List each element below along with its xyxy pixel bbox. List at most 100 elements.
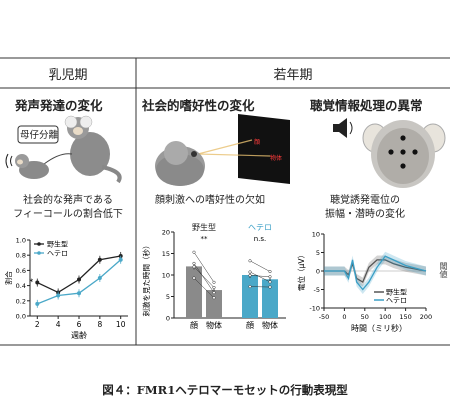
paired-point xyxy=(192,261,196,265)
paired-point xyxy=(248,285,252,289)
paired-point xyxy=(192,265,196,269)
y-tick-label: -10 xyxy=(309,305,320,313)
face-stimulus-label: 顔 xyxy=(254,138,260,146)
data-point xyxy=(77,291,81,296)
y-tick-label: 10 xyxy=(162,272,170,280)
social-caption: 顔刺激への嗜好性の欠如 xyxy=(155,195,265,206)
face-screen-illustration: 顔 物体 xyxy=(155,114,290,186)
group-label: 野生型 xyxy=(192,222,216,232)
x-tick-label: 10 xyxy=(116,320,126,329)
data-point xyxy=(118,257,123,262)
confidence-band xyxy=(324,251,426,294)
paired-point xyxy=(212,285,216,290)
paired-point xyxy=(192,276,196,280)
y-tick-label: 5 xyxy=(166,293,170,301)
paired-line xyxy=(249,271,271,283)
y-tick-label: 0 xyxy=(316,268,320,276)
paired-line xyxy=(249,260,271,272)
legend-label: ヘテロ xyxy=(47,250,68,258)
adolescent-header: 若年期 xyxy=(273,67,313,83)
legend-marker xyxy=(37,242,41,246)
partial-threshold-label: 閾値 xyxy=(439,262,448,278)
paired-line xyxy=(193,277,215,298)
legend-marker xyxy=(37,251,41,255)
y-axis-label: 割合 xyxy=(4,271,13,285)
legend-label: ヘテロ xyxy=(386,297,407,305)
auditory-caption-2: 振幅・潜時の変化 xyxy=(325,209,405,220)
paired-point xyxy=(268,270,272,274)
electrode-dots xyxy=(388,135,418,169)
significance-label: n.s. xyxy=(254,235,267,243)
y-tick-label: 0 xyxy=(166,315,170,323)
x-tick-label: 100 xyxy=(379,313,391,321)
y-tick-label: 1.0 xyxy=(16,237,26,245)
significance-label: ** xyxy=(201,235,209,243)
paired-line xyxy=(193,266,215,288)
x-axis-label: 週齢 xyxy=(71,330,87,340)
category-label: 物体 xyxy=(262,320,278,330)
paired-line xyxy=(193,252,215,283)
infant-header: 乳児期 xyxy=(48,67,88,83)
series-line-2 xyxy=(324,255,427,291)
paired-point xyxy=(212,291,216,295)
bar xyxy=(262,279,278,318)
category-label: 物体 xyxy=(206,320,222,330)
y-tick-label: 10 xyxy=(312,231,320,239)
infant-caption-1: 社会的な発声である xyxy=(23,195,113,206)
x-tick-label: 0 xyxy=(342,313,346,321)
marmoset-head-icon xyxy=(155,141,205,186)
eeg-head-illustration xyxy=(333,118,446,188)
speaker-icon xyxy=(333,118,353,138)
x-tick-label: 6 xyxy=(77,320,82,329)
figure-caption: 図４：FMR1ヘテロマーモセットの行動表現型 xyxy=(102,383,348,397)
data-point xyxy=(56,293,61,298)
x-tick-label: 50 xyxy=(361,313,369,321)
infant-title: 発声発達の変化 xyxy=(15,98,103,113)
paired-line xyxy=(249,275,271,277)
y-tick-label: 5 xyxy=(316,249,320,257)
significance-marker: * xyxy=(29,278,33,287)
adult-marmoset-icon xyxy=(64,115,122,184)
auditory-caption-1: 聴覚誘発電位の xyxy=(330,195,400,206)
y-tick-label: 0.6 xyxy=(16,267,26,275)
y-tick-label: 0.4 xyxy=(16,282,26,290)
paired-point xyxy=(268,285,272,289)
category-label: 顔 xyxy=(190,320,198,330)
legend-label: 野生型 xyxy=(386,288,407,297)
y-tick-label: 0.2 xyxy=(16,297,26,305)
separation-label: 母仔分離 xyxy=(19,130,58,141)
x-tick-label: 150 xyxy=(399,313,411,321)
x-axis-label: 時間（ミリ秒） xyxy=(351,323,407,333)
y-tick-label: 20 xyxy=(162,229,170,237)
x-tick-label: 8 xyxy=(97,320,102,329)
marmoset-head-top-icon xyxy=(362,120,446,188)
series-line-1 xyxy=(37,255,121,294)
paired-point xyxy=(248,270,252,274)
object-stimulus-label: 物体 xyxy=(270,154,282,162)
data-point xyxy=(35,301,40,306)
bar xyxy=(206,290,222,318)
y-tick-label: -5 xyxy=(314,286,320,294)
bar xyxy=(242,275,258,318)
data-point xyxy=(97,276,102,280)
x-tick-label: 4 xyxy=(56,320,61,329)
paired-point xyxy=(248,273,252,277)
y-axis-label: 電位（μV） xyxy=(296,251,306,291)
paired-line xyxy=(193,263,215,293)
x-tick-label: -50 xyxy=(319,313,330,321)
x-tick-label: 200 xyxy=(420,313,432,321)
legend-label: 野生型 xyxy=(47,240,68,249)
data-point xyxy=(35,280,40,285)
data-point xyxy=(97,257,102,262)
series-line-1 xyxy=(324,259,427,284)
y-tick-label: 0.8 xyxy=(16,252,26,260)
marmoset-separation-illustration xyxy=(5,115,122,184)
auditory-title: 聴覚情報処理の異常 xyxy=(310,98,423,113)
social-title: 社会的嗜好性の変化 xyxy=(142,98,255,113)
paired-point xyxy=(212,280,216,284)
data-point xyxy=(77,277,81,282)
